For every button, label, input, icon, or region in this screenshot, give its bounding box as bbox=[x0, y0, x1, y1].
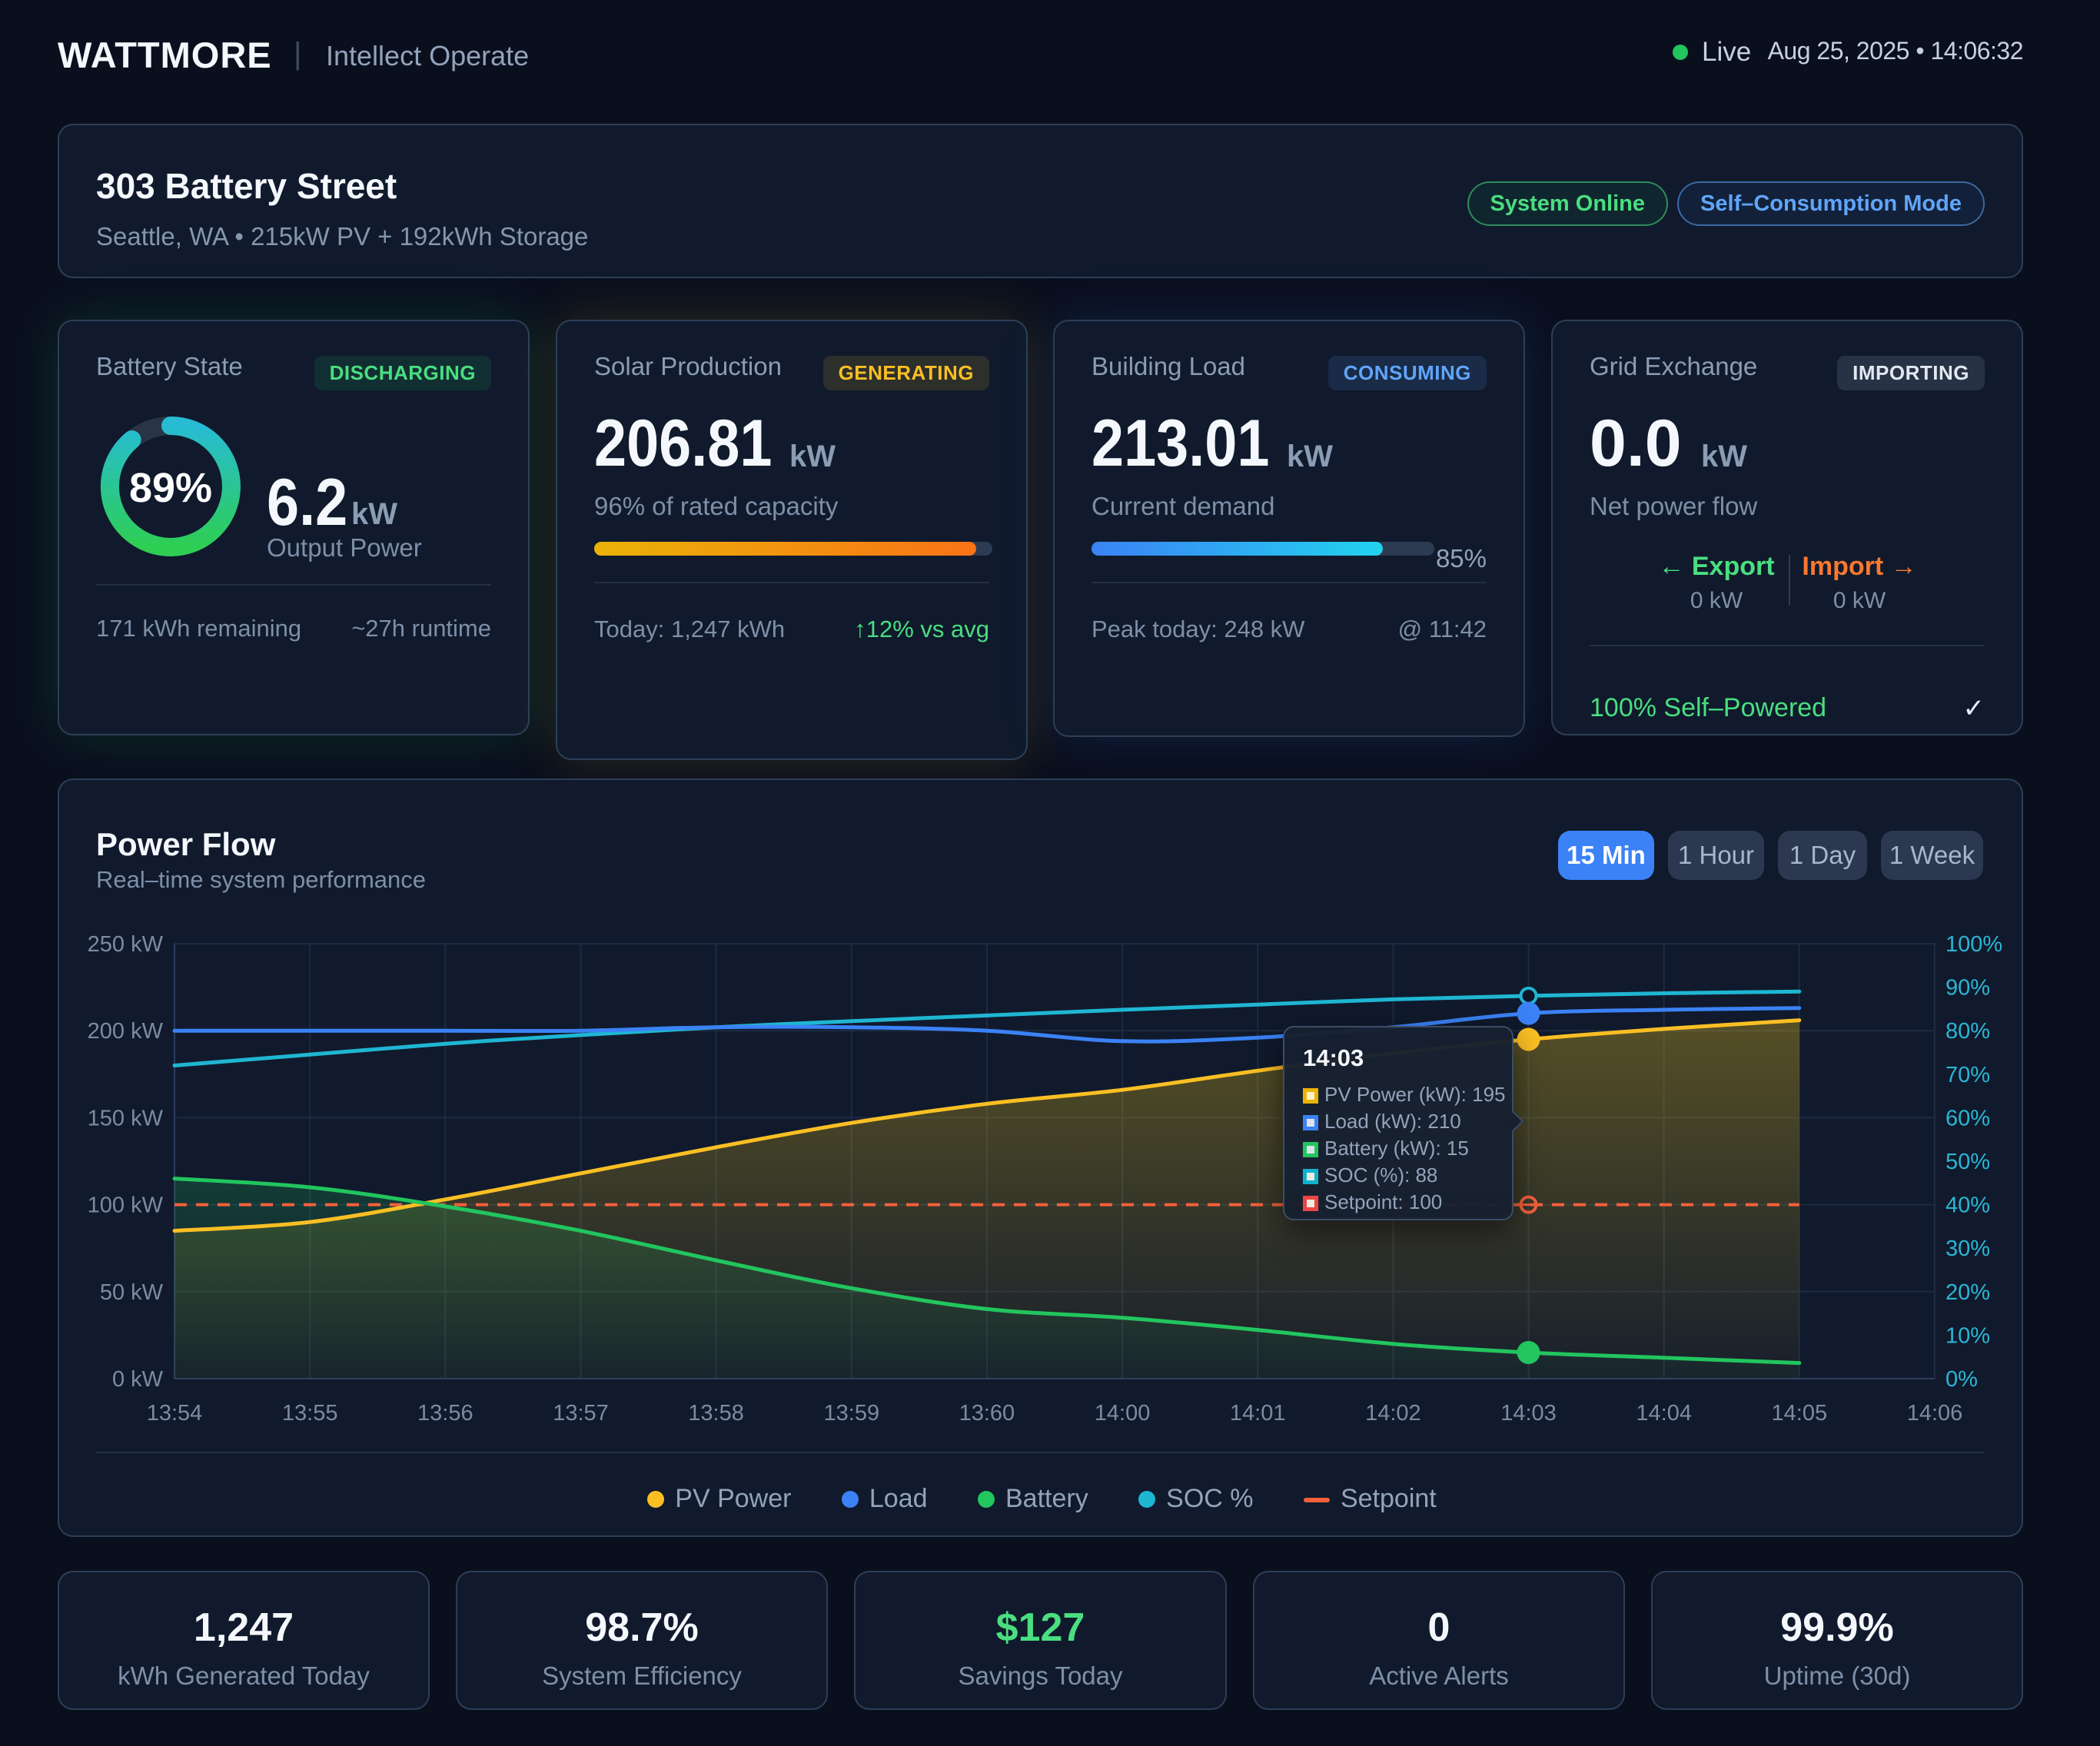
svg-text:0%: 0% bbox=[1945, 1367, 1978, 1392]
svg-text:13:55: 13:55 bbox=[282, 1401, 338, 1426]
svg-text:10%: 10% bbox=[1945, 1323, 1990, 1348]
svg-text:14:00: 14:00 bbox=[1095, 1401, 1151, 1426]
svg-text:13:59: 13:59 bbox=[824, 1401, 880, 1426]
svg-text:50 kW: 50 kW bbox=[100, 1280, 164, 1305]
svg-text:60%: 60% bbox=[1945, 1106, 1990, 1130]
svg-text:50%: 50% bbox=[1945, 1150, 1990, 1174]
svg-text:30%: 30% bbox=[1945, 1236, 1990, 1261]
svg-text:13:60: 13:60 bbox=[959, 1401, 1015, 1426]
svg-text:13:56: 13:56 bbox=[417, 1401, 473, 1426]
svg-text:14:05: 14:05 bbox=[1772, 1401, 1828, 1426]
svg-text:40%: 40% bbox=[1945, 1193, 1990, 1218]
svg-text:100%: 100% bbox=[1945, 932, 2002, 957]
svg-text:90%: 90% bbox=[1945, 976, 1990, 1001]
svg-text:89%: 89% bbox=[129, 465, 212, 511]
svg-text:150 kW: 150 kW bbox=[88, 1106, 164, 1130]
svg-text:13:57: 13:57 bbox=[553, 1401, 609, 1426]
svg-text:14:03: 14:03 bbox=[1500, 1401, 1557, 1426]
svg-text:14:01: 14:01 bbox=[1230, 1401, 1286, 1426]
svg-text:14:04: 14:04 bbox=[1636, 1401, 1692, 1426]
svg-text:70%: 70% bbox=[1945, 1063, 1990, 1087]
svg-text:80%: 80% bbox=[1945, 1019, 1990, 1044]
svg-text:14:02: 14:02 bbox=[1365, 1401, 1421, 1426]
svg-text:14:06: 14:06 bbox=[1907, 1401, 1963, 1426]
svg-text:250 kW: 250 kW bbox=[88, 932, 164, 957]
svg-text:200 kW: 200 kW bbox=[88, 1019, 164, 1044]
svg-text:20%: 20% bbox=[1945, 1280, 1990, 1305]
svg-text:13:58: 13:58 bbox=[688, 1401, 744, 1426]
svg-text:13:54: 13:54 bbox=[147, 1401, 203, 1426]
svg-text:100 kW: 100 kW bbox=[88, 1193, 164, 1218]
svg-text:0 kW: 0 kW bbox=[112, 1367, 164, 1392]
